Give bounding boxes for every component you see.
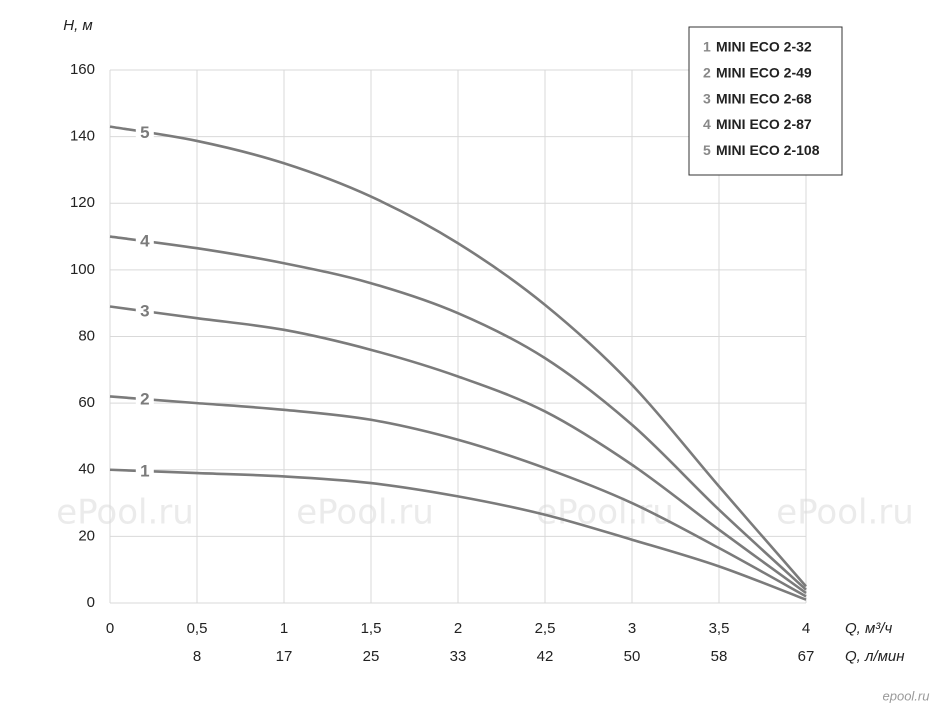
y-tick-label: 40 xyxy=(78,461,95,478)
legend-number: 1 xyxy=(703,39,711,55)
x-tick-label: 0 xyxy=(106,620,114,637)
y-axis-label: H, м xyxy=(63,17,92,34)
y-tick-label: 60 xyxy=(78,394,95,411)
y-tick-label: 140 xyxy=(70,128,95,145)
legend-number: 4 xyxy=(703,116,711,132)
legend-label: MINI ECO 2-49 xyxy=(716,65,812,81)
curve xyxy=(109,125,807,588)
legend-label: MINI ECO 2-87 xyxy=(716,116,812,132)
x2-tick-label: 42 xyxy=(537,648,554,665)
legend: 1 MINI ECO 2-32 2 MINI ECO 2-49 3 MINI ECO 2-… xyxy=(688,26,843,176)
x2-tick-label: 33 xyxy=(450,648,467,665)
y-tick-label: 20 xyxy=(78,527,95,544)
curve xyxy=(109,395,807,598)
curve-label: 3 xyxy=(140,302,149,321)
curve-label-bg xyxy=(135,122,154,143)
x2-tick-label: 25 xyxy=(363,648,380,665)
legend-number: 5 xyxy=(703,142,711,158)
x2-tick-label: 58 xyxy=(711,648,728,665)
x-tick-label: 3,5 xyxy=(709,620,730,637)
x-tick-label: 3 xyxy=(628,620,636,637)
curve-label-bg xyxy=(135,461,154,482)
legend-label: MINI ECO 2-68 xyxy=(716,90,812,106)
x-tick-label: 1,5 xyxy=(361,620,382,637)
x2-tick-label: 67 xyxy=(798,648,815,665)
x-tick-label: 2,5 xyxy=(535,620,556,637)
curve-label-bg xyxy=(135,301,154,322)
y-tick-label: 80 xyxy=(78,327,95,344)
x2-tick-label: 17 xyxy=(276,648,293,665)
curve xyxy=(109,305,807,595)
legend-label: MINI ECO 2-32 xyxy=(716,39,812,55)
watermark: ePool.ru xyxy=(56,493,194,533)
y-tick-label: 160 xyxy=(70,61,95,78)
legend-label: MINI ECO 2-108 xyxy=(716,142,820,158)
x-tick-label: 1 xyxy=(280,620,288,637)
x2-tick-label: 50 xyxy=(624,648,641,665)
legend-number: 3 xyxy=(703,90,711,106)
x2-axis-label: Q, л/мин xyxy=(845,648,905,665)
x-tick-label: 2 xyxy=(454,620,462,637)
y-tick-label: 120 xyxy=(70,194,95,211)
y-tick-label: 100 xyxy=(70,261,95,278)
curve xyxy=(109,235,807,591)
x-tick-label: 0,5 xyxy=(187,620,208,637)
x-tick-label: 4 xyxy=(802,620,810,637)
x-axis-label: Q, м³/ч xyxy=(845,620,892,637)
x2-tick-label: 8 xyxy=(193,648,201,665)
watermark: ePool.ru xyxy=(296,493,434,533)
curve-label-bg xyxy=(135,231,154,252)
curve-label: 5 xyxy=(140,123,149,142)
legend-box xyxy=(688,26,843,176)
curve xyxy=(109,468,807,601)
curve-label: 2 xyxy=(140,390,149,409)
logo: epool.ru xyxy=(883,688,930,703)
y-tick-label: 0 xyxy=(87,594,95,611)
curve-label: 4 xyxy=(140,232,150,251)
legend-number: 2 xyxy=(703,65,711,81)
watermark: ePool.ru xyxy=(776,493,914,533)
curve-label: 1 xyxy=(140,462,149,481)
curve-label-bg xyxy=(135,389,154,410)
